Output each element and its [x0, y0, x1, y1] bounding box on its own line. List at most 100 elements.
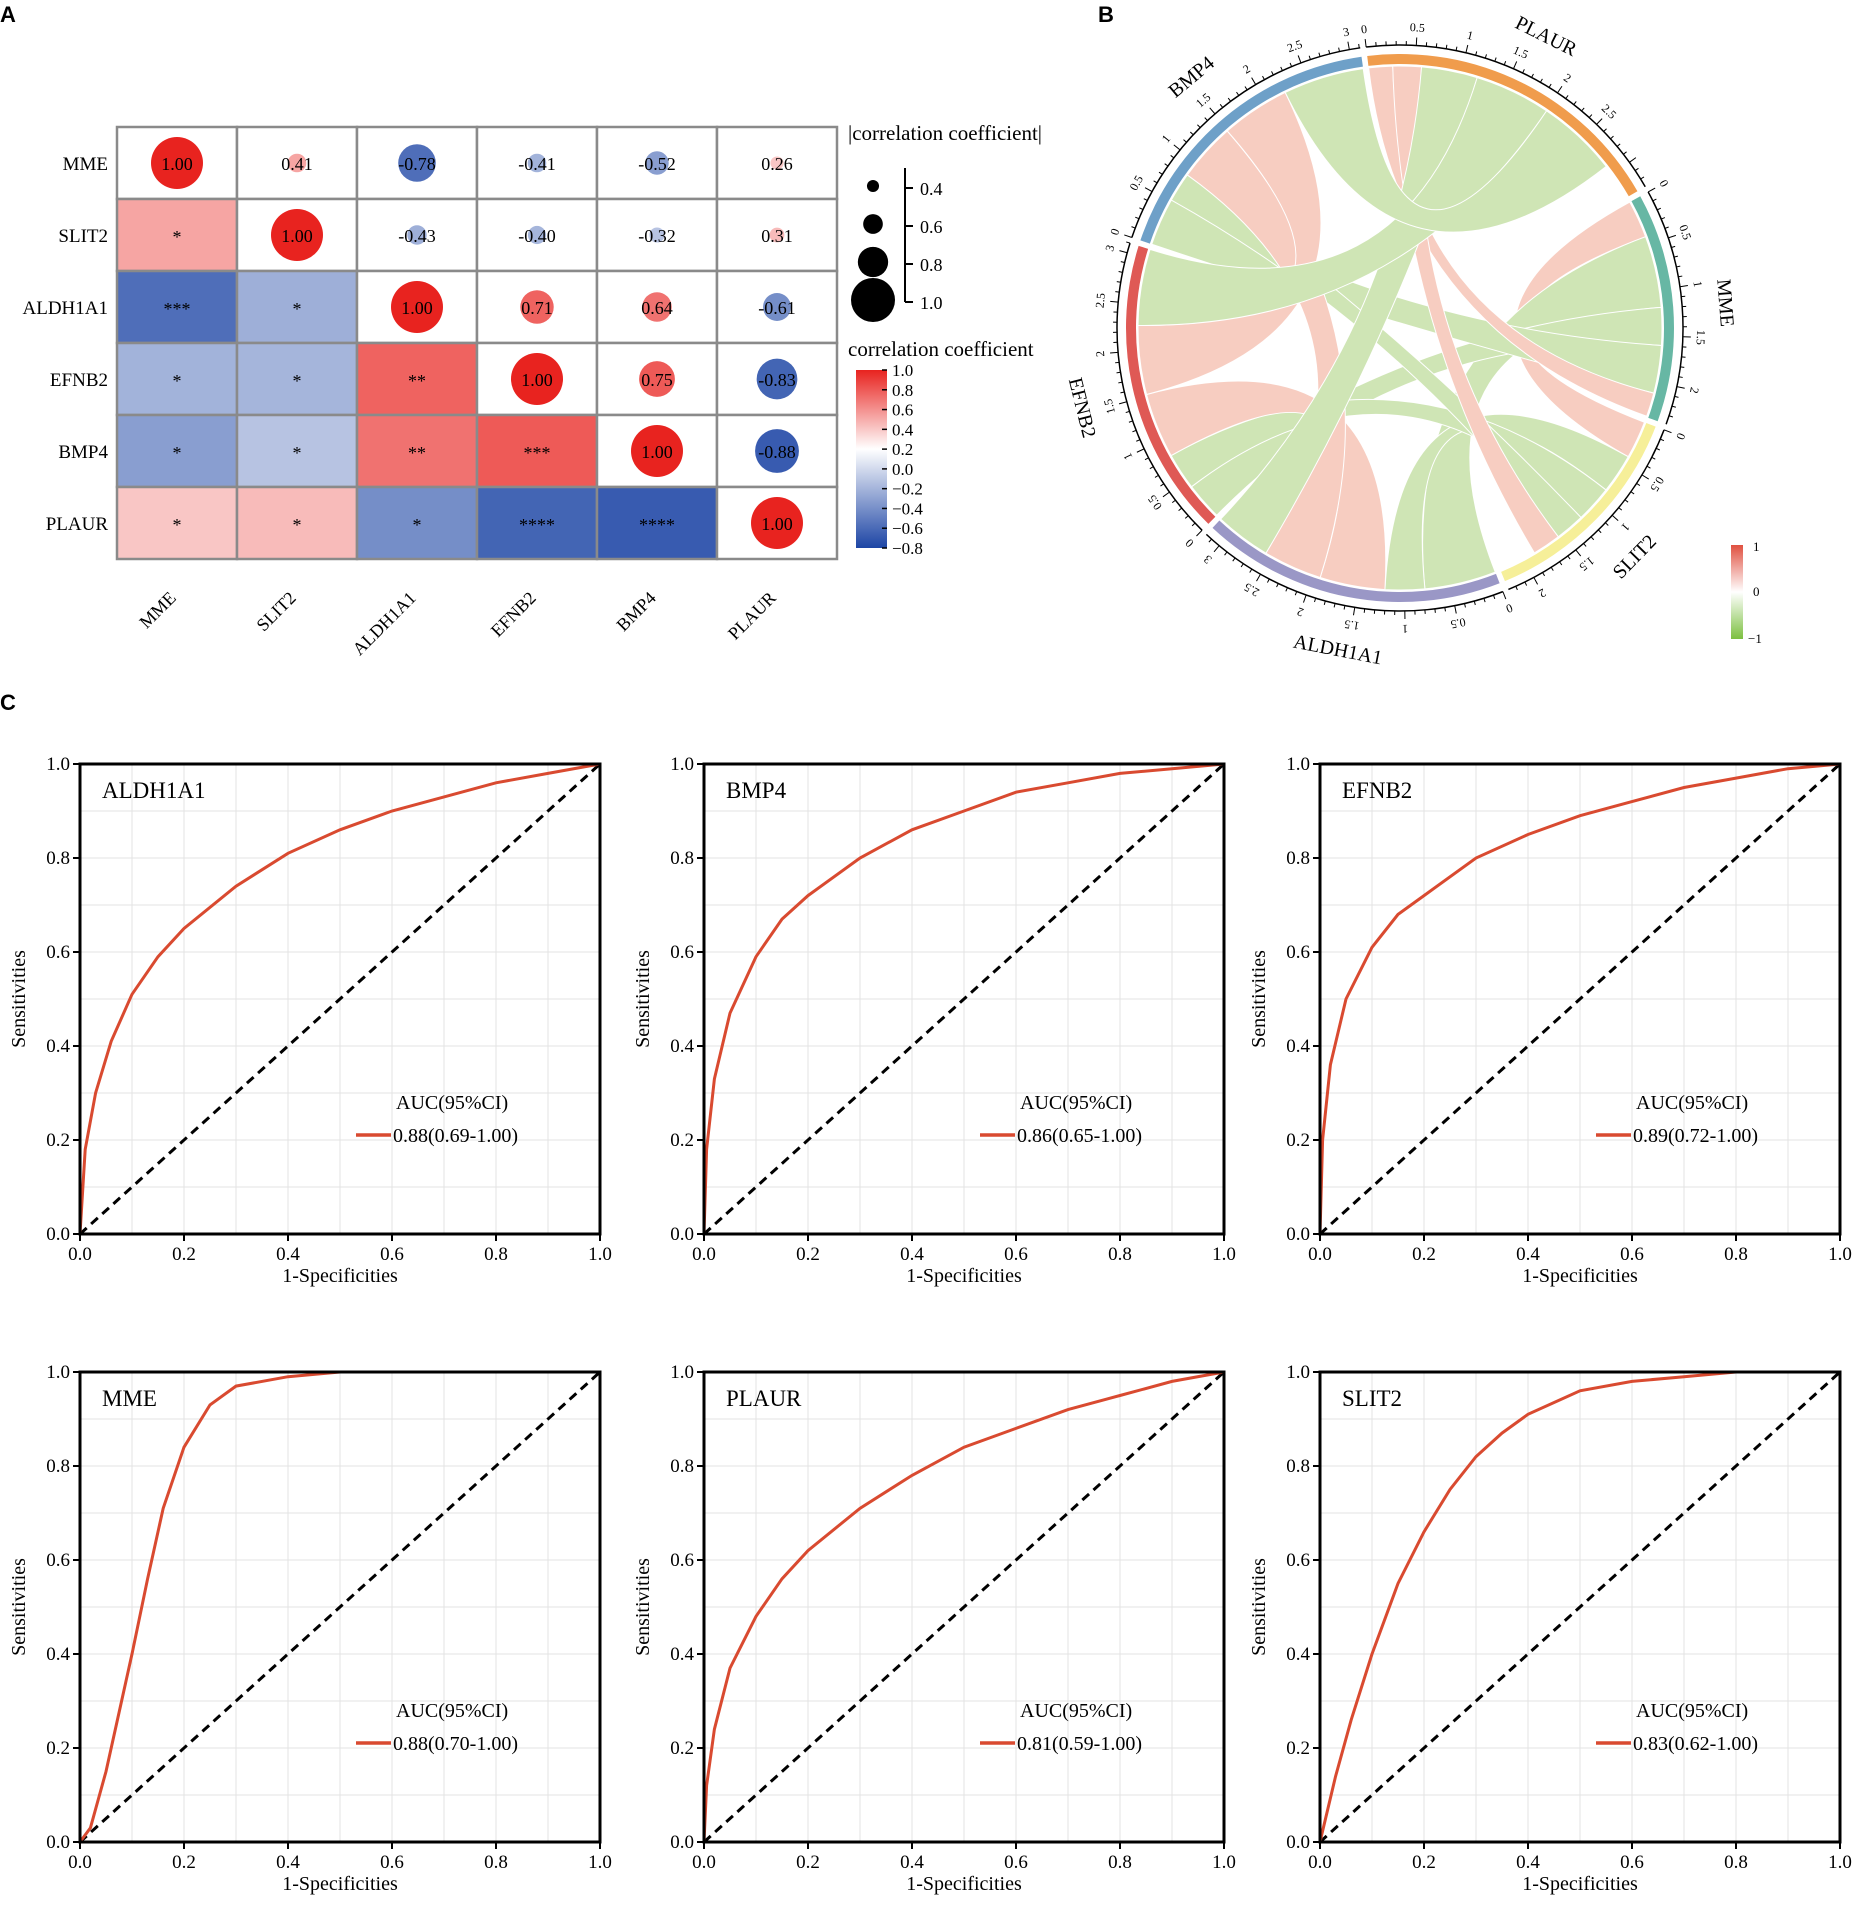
x-axis-label: 1-Specificities: [1522, 1873, 1638, 1895]
x-tick-label: 0.0: [1308, 1852, 1332, 1873]
sector-tick: [1611, 514, 1619, 521]
sector-tick-label: 2: [1687, 386, 1702, 395]
correlation-bubble: [751, 497, 803, 549]
sector-axis: [1116, 242, 1203, 531]
significance-mark: ****: [519, 515, 555, 535]
x-tick-label: 0.4: [1516, 1244, 1540, 1265]
sector-tick: [1118, 401, 1127, 405]
significance-mark: *: [173, 371, 182, 391]
sector-tick: [1603, 128, 1607, 132]
correlation-bubble: [763, 293, 791, 321]
plot-frame: [1318, 762, 1842, 1236]
sector-arc-aldh1a1: [1212, 520, 1500, 602]
sector-tick: [1548, 83, 1552, 88]
sector-tick: [1623, 151, 1627, 155]
sector-tick: [1173, 144, 1181, 151]
sector-tick: [1131, 226, 1136, 229]
roc-curve: [1318, 1370, 1840, 1843]
correlation-value: -0.32: [638, 226, 676, 246]
correlation-value: -0.52: [638, 154, 676, 174]
correlation-value: -0.61: [758, 298, 796, 318]
x-tick-label: 0.4: [900, 1244, 924, 1265]
heatmap-cell: [235, 413, 359, 489]
x-tick-label: 0.4: [276, 1852, 300, 1873]
sector-tick-label: 0.5: [1647, 474, 1667, 494]
sector-tick-label: 0.5: [1449, 615, 1466, 632]
size-legend-circle: [851, 278, 895, 322]
sector-axis: [1647, 191, 1684, 425]
sector-tick: [1651, 456, 1656, 460]
x-tick-label: 0.8: [484, 1852, 508, 1873]
color-legend-label: 0.8: [892, 381, 913, 400]
chord-links: [1137, 65, 1663, 591]
sector-tick-label: 2: [1093, 350, 1107, 357]
sector-tick: [1671, 245, 1676, 248]
sector-tick: [1118, 381, 1123, 384]
sector-tick: [1171, 499, 1176, 504]
heatmap-cell: [115, 485, 239, 561]
correlation-bubble: [756, 358, 798, 400]
sector-tick: [1610, 135, 1614, 140]
x-tick-label: 0.8: [1108, 1244, 1132, 1265]
size-legend-label: 1.0: [920, 293, 943, 313]
sector-tick: [1483, 598, 1486, 603]
x-tick-label: 0.6: [380, 1244, 404, 1265]
significance-mark: ***: [524, 443, 551, 463]
roc-plot-aldh1a1: 0.00.0 0.2 0.2 0.4 0.4 0.6 0.6 0.8 0.8 1.0 1.0 1-Sp…: [8, 754, 612, 1287]
y-tick-label: 0.0: [1286, 1832, 1310, 1853]
significance-mark: *: [173, 227, 182, 247]
sector-tick: [1557, 85, 1563, 94]
sector-tick: [1575, 549, 1582, 557]
correlation-bubble: [645, 151, 669, 175]
reference-diagonal: [702, 1370, 1226, 1844]
y-axis-label: Sensitivities: [632, 950, 654, 1048]
correlation-bubble: [151, 137, 203, 189]
sector-tick: [1596, 118, 1603, 125]
y-tick-label: 0.6: [46, 942, 70, 963]
correlation-value: -0.43: [398, 226, 436, 246]
y-tick-label: 0.8: [670, 848, 694, 869]
x-tick-label: 1.0: [1828, 1244, 1852, 1265]
sector-tick: [1294, 591, 1298, 596]
x-tick-label: 0.8: [484, 1244, 508, 1265]
chord-link-bmp4-plaur: [1284, 68, 1607, 233]
sector-tick: [1197, 124, 1201, 128]
legend-title: AUC(95%CI): [1636, 1700, 1748, 1722]
sector-tick-label: 1: [1120, 451, 1135, 462]
plot-title: BMP4: [726, 778, 787, 803]
x-tick-label: 0.6: [1620, 1852, 1644, 1873]
sector-tick: [1144, 457, 1149, 461]
sector-tick: [1135, 216, 1140, 220]
sector-tick: [1162, 491, 1170, 498]
sector-tick: [1678, 376, 1683, 378]
sector-tick: [1244, 86, 1248, 91]
sector-tick: [1454, 605, 1457, 614]
y-tick-label: 0.2: [1286, 1738, 1310, 1759]
sector-tick: [1646, 465, 1651, 469]
color-legend-title: correlation coefficient: [848, 337, 1034, 361]
sector-tick: [1191, 522, 1196, 527]
x-tick-label: 0.8: [1724, 1244, 1748, 1265]
x-tick-label: 0.6: [1004, 1852, 1028, 1873]
sector-tick: [1289, 62, 1293, 67]
x-tick-label: 1.0: [1212, 1852, 1236, 1873]
sector-tick: [1668, 234, 1677, 239]
sector-tick: [1343, 605, 1346, 610]
y-tick-label: 0.0: [670, 1832, 694, 1853]
sector-tick: [1158, 171, 1163, 175]
sector-axis: [1508, 429, 1665, 591]
sector-tick: [1227, 97, 1232, 102]
legend-auc: 0.81(0.59-1.00): [1017, 1733, 1142, 1755]
y-tick-label: 0.4: [1286, 1644, 1310, 1665]
sector-tick: [1276, 583, 1279, 588]
sector-tick: [1444, 607, 1446, 612]
sector-tick: [1280, 66, 1283, 71]
y-tick-label: 0.8: [46, 848, 70, 869]
sector-tick: [1597, 529, 1602, 534]
x-tick-label: 0.0: [692, 1244, 716, 1265]
x-tick-label: 0.0: [692, 1852, 716, 1873]
sector-axis: [1205, 533, 1504, 612]
sector-tick: [1178, 507, 1183, 512]
chord-legend-min: −1: [1748, 631, 1762, 646]
sector-tick: [1629, 157, 1637, 163]
